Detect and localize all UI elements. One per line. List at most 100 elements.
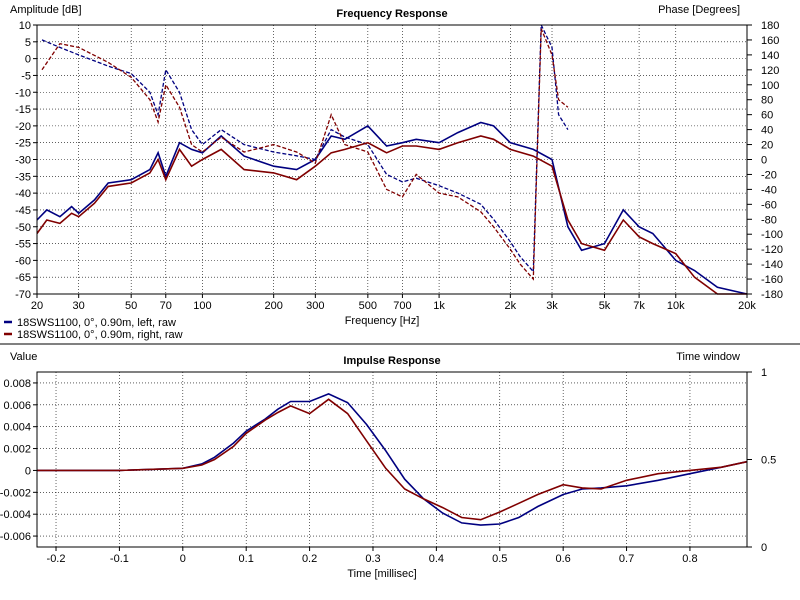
x-tick-label: 7k <box>633 300 645 312</box>
y2-tick-label: 0 <box>761 542 767 554</box>
legend: 18SWS1100, 0°, 0.90m, left, raw18SWS1100… <box>4 317 183 341</box>
impulse-response-chart: -0.2 -0.1 0 0.1 0.2 0.3 0.4 0.5 0.6 0.7 0.8 0.008 0.… <box>0 351 776 580</box>
y-tick-label: -60 <box>15 255 31 267</box>
y-tick-label: 0.004 <box>3 422 31 434</box>
phase-line <box>41 28 569 281</box>
y2-tick-label: -160 <box>761 274 783 286</box>
phase-line <box>41 24 569 274</box>
x-tick-label: 700 <box>393 300 411 312</box>
x-tick-label: 100 <box>193 300 211 312</box>
y2-tick-label: -140 <box>761 259 783 271</box>
y-tick-label: -45 <box>15 205 31 217</box>
y2-tick-label: -80 <box>761 214 777 226</box>
chart-title: Impulse Response <box>343 355 440 367</box>
chart-title: Frequency Response <box>336 8 447 20</box>
x-tick-label: 0 <box>180 553 186 565</box>
y-tick-label: 0 <box>25 54 31 66</box>
x-tick-label: 20 <box>31 300 43 312</box>
x-tick-label: 200 <box>264 300 282 312</box>
y2-tick-label: 140 <box>761 50 779 62</box>
y-tick-label: 0.008 <box>3 378 31 390</box>
x-tick-label: -0.2 <box>47 553 66 565</box>
series-right <box>36 28 747 295</box>
y2-tick-label: 20 <box>761 140 773 152</box>
y-tick-label: 5 <box>25 37 31 49</box>
series-line <box>36 135 747 295</box>
plot-frame <box>36 371 748 548</box>
x-tick-label: 0.1 <box>239 553 254 565</box>
y2-tick-label: 80 <box>761 95 773 107</box>
x-tick-label: 70 <box>160 300 172 312</box>
series-line <box>37 398 748 521</box>
y2-tick-label: -180 <box>761 289 783 301</box>
y-tick-label: -65 <box>15 272 31 284</box>
series-line <box>37 393 748 526</box>
y2-axis-label: Phase [Degrees] <box>658 4 740 16</box>
y2-tick-label: -100 <box>761 229 783 241</box>
series-right <box>37 398 748 521</box>
legend-label[interactable]: 18SWS1100, 0°, 0.90m, left, raw <box>17 317 176 329</box>
y2-tick-label: 40 <box>761 125 773 137</box>
y2-axis-label: Time window <box>676 351 740 363</box>
y2-tick-label: -120 <box>761 244 783 256</box>
x-tick-label: 0.5 <box>492 553 507 565</box>
x-tick-label: 2k <box>505 300 517 312</box>
x-tick-label: 500 <box>359 300 377 312</box>
legend-label[interactable]: 18SWS1100, 0°, 0.90m, right, raw <box>17 329 183 341</box>
y-tick-label: -55 <box>15 239 31 251</box>
y2-tick-label: 1 <box>761 367 767 379</box>
y-axis-label: Amplitude [dB] <box>10 4 82 16</box>
x-tick-label: 1k <box>433 300 445 312</box>
x-tick-label: 20k <box>738 300 756 312</box>
y-tick-label: 0.006 <box>3 400 31 412</box>
y-axis-label: Value <box>10 351 37 363</box>
y-tick-label: -0.006 <box>0 531 31 543</box>
y2-tick-label: -20 <box>761 169 777 181</box>
plot-frame <box>36 24 748 295</box>
y2-tick-label: -40 <box>761 184 777 196</box>
y2-tick-label: 0 <box>761 155 767 167</box>
y-tick-label: -5 <box>21 70 31 82</box>
y2-tick-label: 100 <box>761 80 779 92</box>
series-line <box>36 121 748 295</box>
y-tick-label: -70 <box>15 289 31 301</box>
y-tick-label: -35 <box>15 171 31 183</box>
x-tick-label: 30 <box>73 300 85 312</box>
series-left <box>36 24 748 295</box>
x-tick-label: -0.1 <box>110 553 129 565</box>
y-tick-label: -25 <box>15 138 31 150</box>
y-tick-label: 10 <box>19 20 31 32</box>
series-left <box>37 393 748 526</box>
y-tick-label: -20 <box>15 121 31 133</box>
x-tick-label: 0.7 <box>619 553 634 565</box>
x-tick-label: 300 <box>306 300 324 312</box>
x-tick-label: 3k <box>546 300 558 312</box>
x-tick-label: 0.3 <box>365 553 380 565</box>
y-tick-label: -15 <box>15 104 31 116</box>
y2-tick-label: 0.5 <box>761 455 776 467</box>
x-tick-label: 0.4 <box>429 553 444 565</box>
x-axis-label: Time [millisec] <box>347 568 416 580</box>
x-tick-label: 0.8 <box>682 553 697 565</box>
y2-tick-label: 120 <box>761 65 779 77</box>
y-tick-label: -0.002 <box>0 487 31 499</box>
x-axis-label: Frequency [Hz] <box>345 315 420 327</box>
y-tick-label: -40 <box>15 188 31 200</box>
y-tick-label: -30 <box>15 155 31 167</box>
y2-tick-label: 180 <box>761 20 779 32</box>
y-tick-label: -10 <box>15 87 31 99</box>
x-tick-label: 0.6 <box>556 553 571 565</box>
y2-tick-label: 60 <box>761 110 773 122</box>
y2-tick-label: 160 <box>761 35 779 47</box>
x-tick-label: 5k <box>599 300 611 312</box>
x-tick-label: 50 <box>125 300 137 312</box>
x-tick-label: 0.2 <box>302 553 317 565</box>
y-tick-label: 0 <box>25 465 31 477</box>
x-tick-label: 10k <box>667 300 685 312</box>
y2-tick-label: -60 <box>761 199 777 211</box>
frequency-response-chart: 20 30 50 70 100 200 300 500 700 1k 2k 3k 5k 7k 10k 20k1… <box>0 4 800 345</box>
y-tick-label: -0.004 <box>0 509 31 521</box>
y-tick-label: 0.002 <box>3 444 31 456</box>
y-tick-label: -50 <box>15 222 31 234</box>
